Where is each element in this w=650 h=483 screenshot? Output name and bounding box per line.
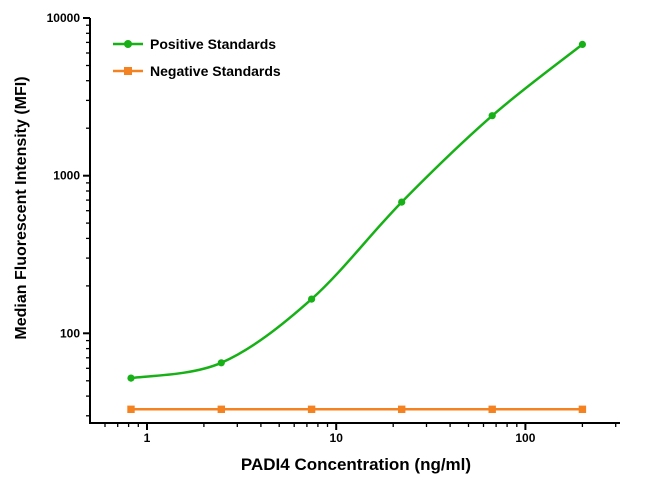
y-axis-title: Median Fluorescent Intensity (MFI)	[13, 76, 30, 340]
negative-standards-data-point	[488, 405, 496, 413]
y-tick-label: 100	[60, 326, 80, 340]
positive-standards-data-point	[488, 112, 496, 120]
y-tick-label: 10000	[47, 11, 81, 25]
legend-marker-negative-standards	[124, 67, 132, 75]
positive-standards-data-point	[308, 295, 316, 303]
x-axis-title: PADI4 Concentration (ng/ml)	[240, 455, 472, 474]
legend-marker-positive-standards	[124, 40, 132, 48]
positive-standards-data-point	[217, 359, 225, 367]
negative-standards-data-point	[217, 405, 225, 413]
x-tick-label: 1	[144, 431, 151, 445]
negative-standards-data-point	[307, 405, 316, 413]
negative-standards-data-point	[127, 405, 135, 413]
legend-label-negative-standards: Negative Standards	[150, 63, 281, 79]
negative-standards-data-point	[578, 405, 587, 413]
y-tick-label: 1000	[53, 169, 80, 183]
positive-standards-curve	[129, 43, 584, 380]
negative-standards-data-point	[398, 405, 406, 413]
positive-standards-data-point	[398, 198, 406, 206]
x-tick-label: 100	[515, 431, 535, 445]
positive-standards-data-point	[578, 40, 587, 49]
legend-label-positive-standards: Positive Standards	[150, 36, 276, 52]
axes-frame	[89, 18, 620, 424]
positive-standards-data-point	[127, 374, 135, 382]
x-tick-label: 10	[330, 431, 344, 445]
